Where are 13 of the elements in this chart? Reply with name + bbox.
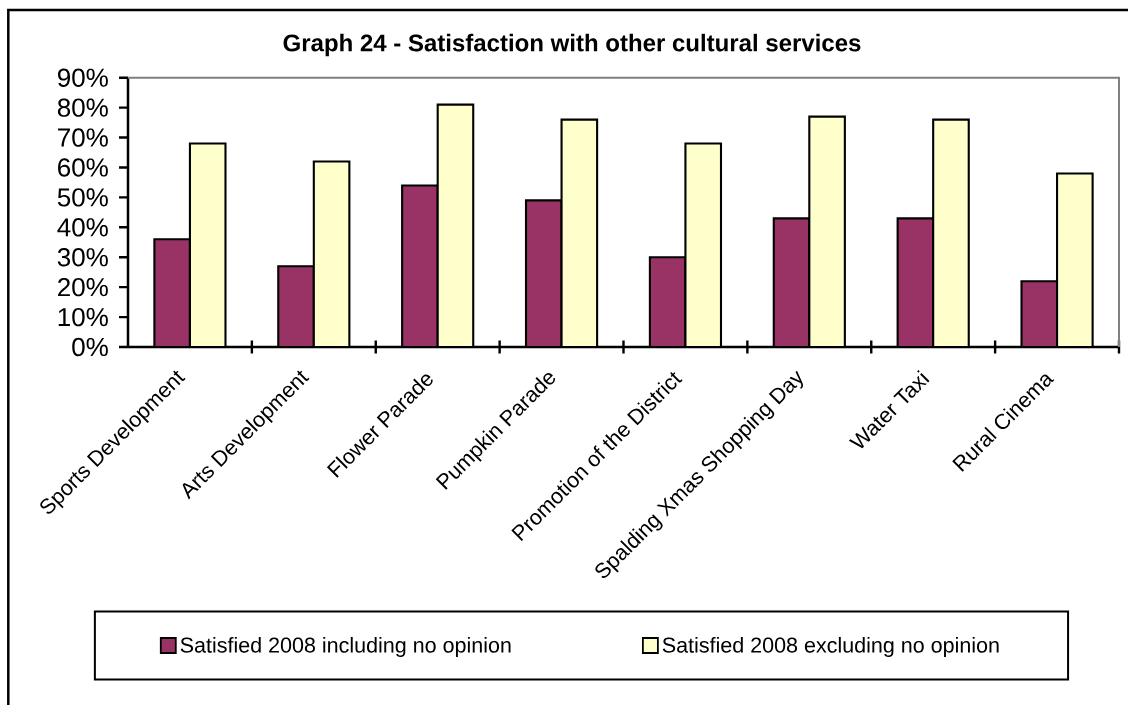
legend-label: Satisfied 2008 including no opinion xyxy=(180,636,511,657)
y-tick-label: 60% xyxy=(58,158,108,177)
y-tick-label: 0% xyxy=(72,337,108,357)
y-tick-label: 70% xyxy=(58,128,108,147)
y-tick-label: 50% xyxy=(57,188,108,207)
y-tick-label: 30% xyxy=(57,248,108,267)
legend-label: Satisfied 2008 excluding no opinion xyxy=(662,636,999,657)
y-tick-label: 40% xyxy=(57,218,108,237)
y-tick-label: 20% xyxy=(58,277,108,297)
y-tick-label: 10% xyxy=(58,307,108,327)
y-tick-label: 80% xyxy=(57,98,108,117)
chart-title: Graph 24 - Satisfaction with other cultural services xyxy=(283,33,861,57)
y-tick-label: 90% xyxy=(57,68,108,87)
